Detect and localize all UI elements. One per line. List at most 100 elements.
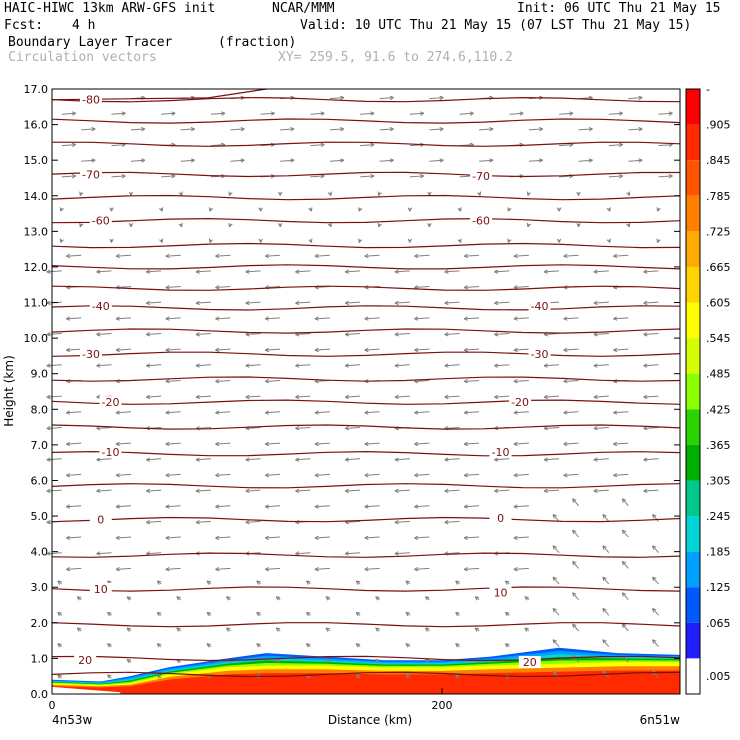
- circulation-vector: [613, 317, 629, 320]
- circulation-vector-head: [593, 363, 598, 368]
- circulation-vector: [265, 286, 281, 289]
- circulation-vector-head: [305, 580, 311, 585]
- circulation-vector: [464, 442, 480, 445]
- circulation-vector-head: [325, 627, 330, 632]
- model-title: HAIC-HIWC 13km ARW-GFS init: [4, 1, 216, 16]
- circulation-vector-head: [71, 142, 77, 148]
- circulation-vector: [146, 364, 162, 367]
- circulation-vector: [146, 332, 162, 335]
- isotherm-line: [51, 655, 681, 662]
- circulation-vector-head: [215, 566, 220, 572]
- circulation-vector: [314, 567, 330, 570]
- circulation-vector: [444, 270, 460, 273]
- circulation-vector-head: [226, 596, 231, 601]
- circulation-vector-head: [572, 498, 577, 503]
- circulation-vector-head: [264, 379, 270, 384]
- circulation-vector: [364, 473, 380, 476]
- circulation-vector-head: [364, 535, 369, 541]
- circulation-vector-head: [165, 566, 170, 572]
- circulation-vector-head: [414, 504, 419, 509]
- contour-label-bg: [99, 446, 122, 458]
- circulation-vector-head: [476, 191, 482, 196]
- circulation-vector: [115, 254, 132, 257]
- circulation-vector-head: [364, 316, 369, 321]
- colorbar-label: .665: [706, 261, 731, 274]
- circulation-vector: [165, 442, 181, 445]
- x-axis: 0 200: [49, 688, 453, 712]
- circulation-vector-head: [66, 410, 71, 415]
- circulation-vector: [658, 112, 673, 115]
- contour-label: -30: [531, 348, 549, 361]
- circulation-vector: [513, 348, 529, 351]
- circulation-vector-head: [563, 316, 568, 321]
- circulation-vector-head: [389, 158, 394, 163]
- contour-label: -30: [82, 348, 100, 361]
- circulation-vector-head: [643, 363, 648, 368]
- circulation-vector: [329, 159, 344, 162]
- circulation-vector: [563, 254, 579, 257]
- circulation-vector-head: [314, 473, 319, 478]
- circulation-vector-head: [370, 111, 375, 116]
- circulation-vector: [96, 489, 112, 492]
- circulation-vector-head: [270, 111, 275, 116]
- circulation-vector: [379, 159, 394, 162]
- circulation-vector: [280, 159, 295, 162]
- circulation-vector-head: [414, 473, 419, 478]
- circulation-vector-head: [355, 643, 361, 648]
- circulation-vector-head: [389, 126, 394, 132]
- circulation-vector: [215, 379, 231, 382]
- circulation-vector: [115, 505, 132, 508]
- circulation-vector-head: [344, 394, 350, 400]
- contour-label: -40: [531, 300, 549, 313]
- circulation-vector-head: [618, 142, 624, 148]
- circulation-vector-head: [593, 300, 598, 306]
- circulation-vector-head: [572, 560, 577, 566]
- isotherm-line: [51, 516, 681, 523]
- circulation-vector-head: [178, 222, 183, 228]
- isotherm-line: [51, 285, 681, 291]
- circulation-vector: [295, 270, 311, 273]
- contour-label-bg: [89, 583, 112, 596]
- circulation-vector: [643, 332, 659, 335]
- circulation-vector-head: [524, 596, 529, 601]
- circulation-vector-head: [79, 191, 84, 196]
- circulation-vector: [608, 175, 623, 178]
- y-tick-label: 13.0: [24, 225, 49, 238]
- circulation-vector: [215, 442, 231, 445]
- circulation-vector-head: [405, 611, 410, 617]
- y-tick-label: 4.0: [31, 546, 49, 559]
- contour-label-bg: [528, 348, 551, 361]
- circulation-vector: [513, 317, 529, 320]
- circulation-vector-head: [656, 207, 661, 212]
- circulation-vector: [295, 458, 311, 461]
- circulation-vector: [528, 128, 543, 131]
- circulation-vector: [494, 301, 510, 304]
- circulation-vector: [544, 395, 560, 398]
- circulation-vector-head: [572, 623, 577, 629]
- circulation-vector-head: [576, 191, 581, 196]
- circulation-vector: [96, 426, 112, 429]
- y-tick-label: 17.0: [24, 83, 49, 96]
- circulation-vector: [572, 655, 579, 663]
- y-tick-label: 8.0: [31, 403, 49, 416]
- circulation-vector-head: [576, 223, 581, 228]
- circulation-vector-head: [195, 332, 200, 337]
- circulation-vector: [652, 576, 659, 585]
- colorbar-swatch: [686, 587, 700, 623]
- circulation-vector-head: [405, 643, 410, 648]
- isotherm-line: [51, 376, 681, 382]
- isotherm-line: [51, 141, 681, 147]
- circulation-vector-head: [126, 627, 132, 632]
- circulation-vector: [658, 175, 673, 178]
- circulation-vector: [115, 286, 132, 289]
- circulation-vector-head: [171, 173, 176, 179]
- circulation-vector: [494, 489, 510, 492]
- circulation-vector: [195, 458, 211, 461]
- circulation-vector-head: [245, 394, 250, 400]
- circulation-vector: [345, 426, 361, 429]
- circulation-vector: [215, 317, 231, 320]
- circulation-vector-head: [364, 347, 369, 353]
- circulation-vector: [215, 254, 231, 257]
- circulation-vector-head: [513, 441, 518, 447]
- circulation-vector: [513, 442, 529, 445]
